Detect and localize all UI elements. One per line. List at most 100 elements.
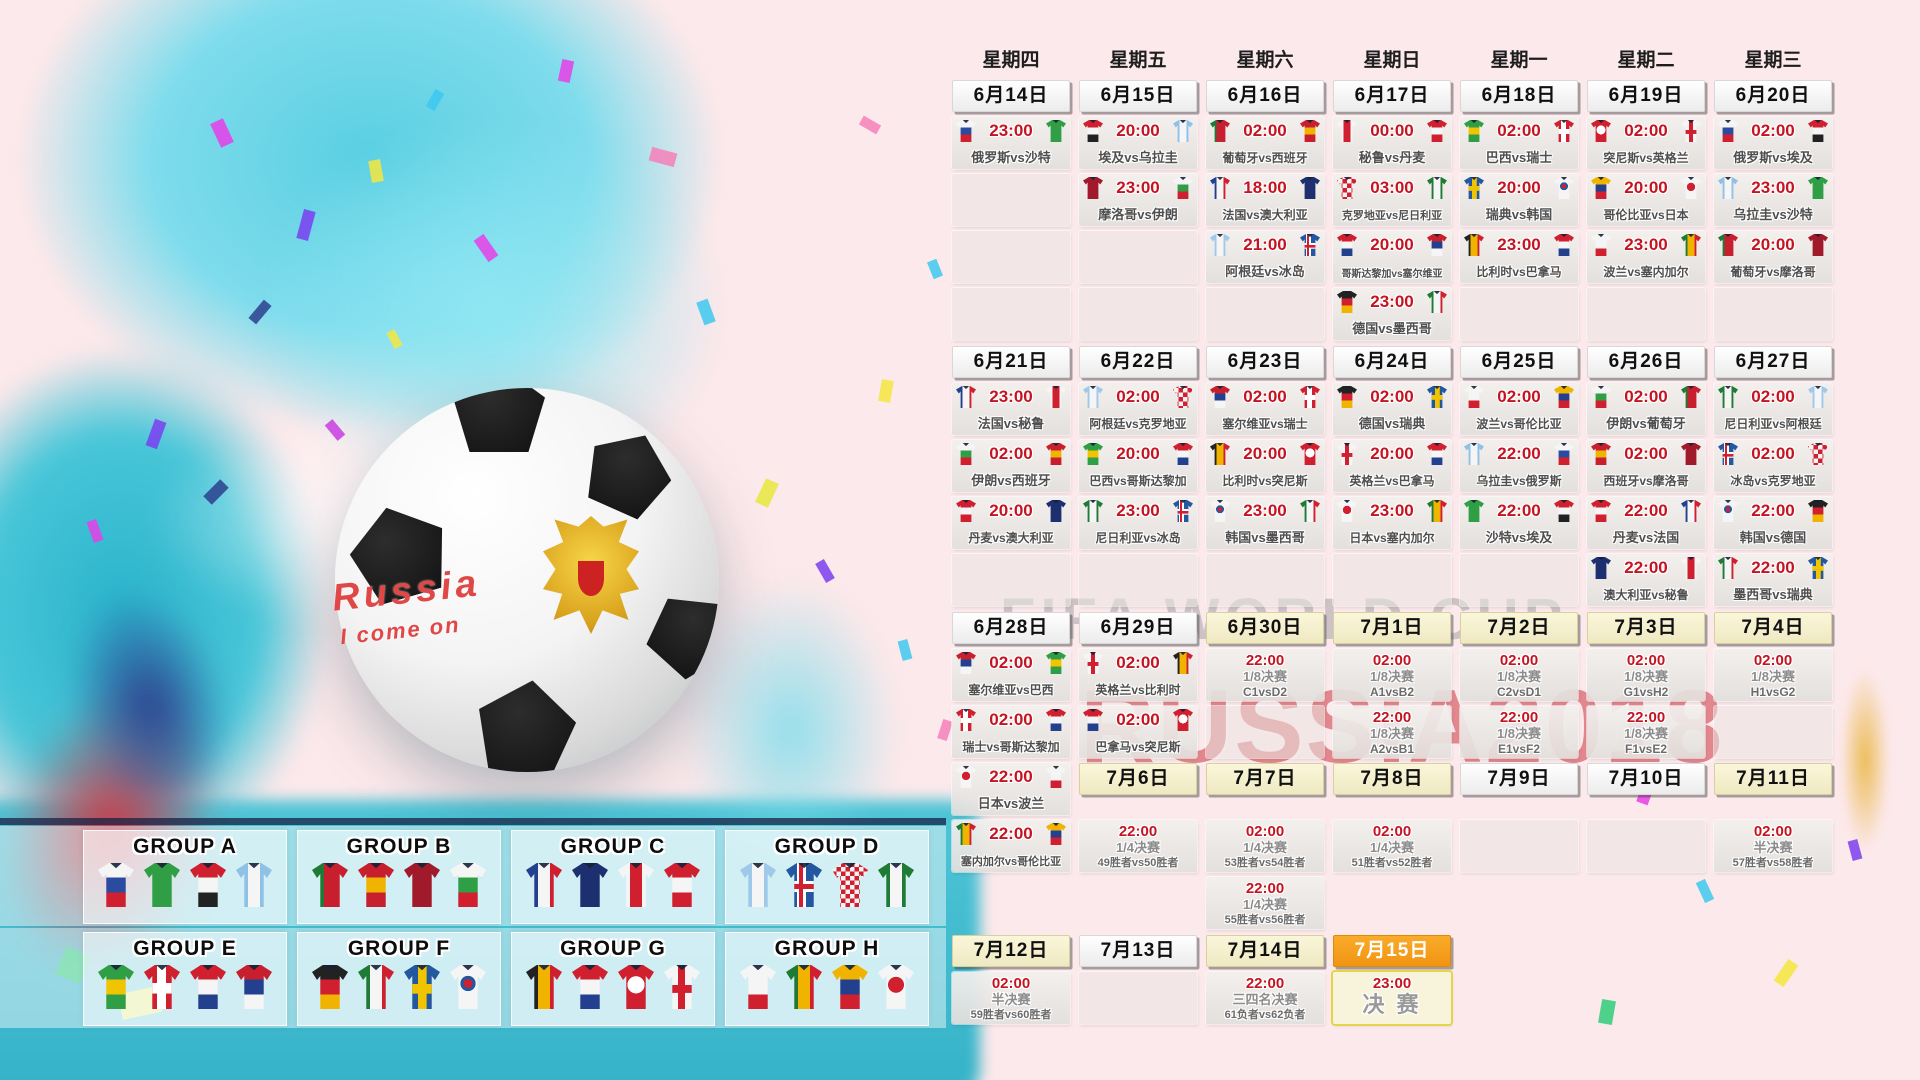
match-row: 23:00 德国vs墨西哥 [952, 288, 1844, 340]
confetti-piece [210, 118, 234, 148]
home-jersey-icon [1591, 500, 1611, 522]
match-time: 02:00 [1372, 652, 1412, 669]
weekday-label: 星期三 [1744, 50, 1802, 71]
date-cell: 7月7日 [1206, 763, 1324, 795]
away-jersey-icon [1173, 709, 1193, 731]
match-time: 23:00 [989, 387, 1033, 406]
group-title: GROUP C [560, 835, 666, 858]
empty-schedule-cell [1079, 554, 1197, 606]
match-cell: 02:00 伊朗vs西班牙 [952, 440, 1070, 492]
date-cell: 7月4日 [1714, 612, 1832, 644]
stage-label: 半决赛 [1753, 840, 1793, 855]
blank-slot [1079, 877, 1197, 929]
empty-schedule-cell [1460, 554, 1578, 606]
pairing-label: A2vsB1 [1369, 742, 1415, 756]
group-jerseys [726, 863, 928, 907]
weekday-label: 星期四 [982, 50, 1040, 71]
home-jersey-icon [1591, 234, 1611, 256]
pairing-label: E1vsF2 [1497, 742, 1541, 756]
pairing-label: A1vsB2 [1369, 685, 1415, 699]
match-time: 22:00 [1499, 709, 1539, 726]
home-jersey-icon [956, 652, 976, 674]
match-cell: 22:00 沙特vs埃及 [1460, 497, 1578, 549]
away-jersey-icon [1427, 291, 1447, 313]
date-cell: 7月8日 [1333, 763, 1451, 795]
match-time: 02:00 [989, 444, 1033, 463]
date-cell: 6月30日 [1206, 612, 1324, 644]
date-cell: 7月10日 [1587, 763, 1705, 795]
group-jerseys [512, 863, 714, 907]
away-jersey-icon [1681, 500, 1701, 522]
away-jersey-icon [1046, 823, 1066, 845]
match-cell: 23:00 乌拉圭vs沙特 [1714, 174, 1832, 226]
match-cell: 21:00 阿根廷vs冰岛 [1206, 231, 1324, 283]
date-header-row: 7月12日 7月13日 7月14日 7月15日 [952, 935, 1844, 967]
empty-schedule-cell [1714, 706, 1832, 758]
home-jersey-icon [1464, 500, 1484, 522]
date-cell: 7月6日 [1079, 763, 1197, 795]
group-title: GROUP A [133, 835, 237, 858]
date-cell: 7月11日 [1714, 763, 1832, 795]
team-jersey-icon [786, 863, 822, 907]
home-jersey-icon [1718, 386, 1738, 408]
match-teams: 法国vs澳大利亚 [1222, 208, 1308, 222]
home-jersey-icon [1591, 177, 1611, 199]
blank-slot [1587, 935, 1705, 967]
away-jersey-icon [1173, 177, 1193, 199]
match-time: 22:00 [1497, 501, 1541, 520]
home-jersey-icon [1337, 291, 1357, 313]
away-jersey-icon [1046, 766, 1066, 788]
home-jersey-icon [1210, 443, 1230, 465]
date-cell: 7月15日 [1333, 935, 1451, 967]
team-jersey-icon [236, 863, 272, 907]
empty-schedule-cell [1587, 820, 1705, 872]
match-time: 02:00 [989, 710, 1033, 729]
home-jersey-icon [1083, 177, 1103, 199]
match-teams: 尼日利亚vs阿根廷 [1724, 417, 1822, 431]
away-jersey-icon [1427, 500, 1447, 522]
group-jerseys [84, 965, 286, 1009]
group-panel-d: GROUP D [725, 830, 929, 924]
match-cell: 22:00 乌拉圭vs俄罗斯 [1460, 440, 1578, 492]
team-jersey-icon [144, 863, 180, 907]
match-teams: 阿根廷vs克罗地亚 [1089, 417, 1187, 431]
match-teams: 冰岛vs克罗地亚 [1730, 474, 1816, 488]
date-cell: 6月25日 [1460, 346, 1578, 378]
home-jersey-icon [1718, 443, 1738, 465]
team-jersey-icon [618, 965, 654, 1009]
match-cell: 22:00 丹麦vs法国 [1587, 497, 1705, 549]
match-cell: 02:00 突尼斯vs英格兰 [1587, 117, 1705, 169]
team-jersey-icon [878, 863, 914, 907]
pairing-label: G1vsH2 [1623, 685, 1669, 699]
pairing-label: 57胜者vs58胜者 [1732, 857, 1814, 869]
match-time: 22:00 [1372, 709, 1412, 726]
date-cell: 7月14日 [1206, 935, 1324, 967]
away-jersey-icon [1300, 443, 1320, 465]
match-time: 02:00 [1753, 823, 1793, 840]
match-row: 02:00 半决赛 59胜者vs60胜者 22:00 三四名决赛 61负者vs62负者 23… [952, 972, 1844, 1024]
away-jersey-icon [1554, 443, 1574, 465]
team-jersey-icon [358, 863, 394, 907]
match-cell: 22:00 韩国vs德国 [1714, 497, 1832, 549]
knockout-cell: 22:00 1/8决赛 E1vsF2 [1460, 706, 1578, 758]
date-cell: 6月20日 [1714, 80, 1832, 112]
match-time: 22:00 [1245, 652, 1285, 669]
date-cell: 6月18日 [1460, 80, 1578, 112]
stage-label: 1/4决赛 [1115, 840, 1161, 855]
group-panel-f: GROUP F [297, 932, 501, 1026]
group-panel-h: GROUP H [725, 932, 929, 1026]
home-jersey-icon [1210, 234, 1230, 256]
group-title: GROUP F [347, 937, 451, 960]
match-time: 20:00 [1497, 178, 1541, 197]
match-time: 02:00 [1243, 387, 1287, 406]
home-jersey-icon [956, 709, 976, 731]
knockout-cell: 02:00 半决赛 59胜者vs60胜者 [952, 972, 1070, 1024]
match-time: 21:00 [1243, 235, 1287, 254]
match-time: 22:00 [989, 824, 1033, 843]
date-cell: 6月26日 [1587, 346, 1705, 378]
match-teams: 比利时vs巴拿马 [1476, 265, 1562, 279]
confetti-piece [368, 159, 384, 183]
confetti-piece [203, 479, 229, 505]
team-jersey-icon [358, 965, 394, 1009]
match-time: 02:00 [1751, 387, 1795, 406]
